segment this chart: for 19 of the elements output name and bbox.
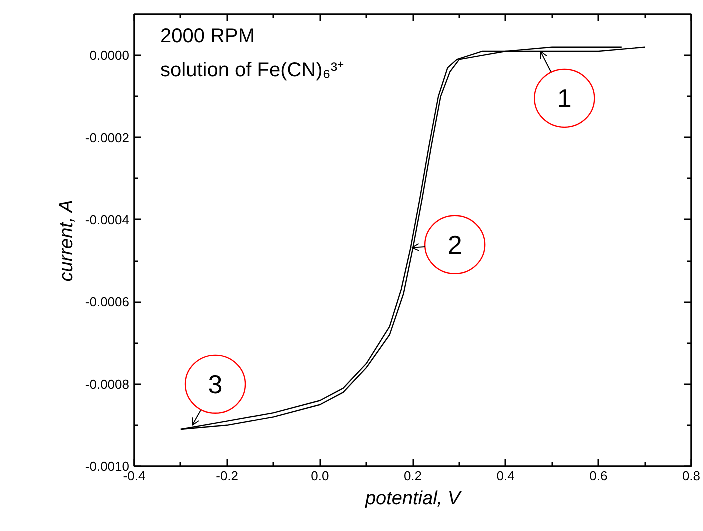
- y-tick-label: -0.0004: [85, 212, 130, 228]
- annotation: 1: [557, 83, 572, 114]
- y-tick-label: -0.0010: [85, 459, 130, 474]
- x-tick-label: 0.2: [404, 468, 422, 484]
- y-tick-label: -0.0008: [85, 376, 130, 392]
- annotation: 2000 RPM: [160, 26, 255, 48]
- y-tick-label: -0.0002: [85, 130, 130, 146]
- y-axis-title: current, A: [56, 200, 78, 282]
- x-tick-label: 0.8: [682, 468, 701, 484]
- y-tick-label: -0.0006: [85, 294, 130, 310]
- y-tick-label: 0.0000: [90, 48, 130, 64]
- x-tick-label: -0.2: [216, 468, 239, 484]
- x-tick-label: 0.0: [311, 468, 330, 484]
- x-axis-title: potential, V: [364, 488, 463, 510]
- x-tick-label: 0.6: [590, 468, 608, 484]
- x-tick-label: 0.4: [496, 468, 515, 484]
- annotation: 3: [208, 369, 223, 400]
- annotation: solution of Fe(CN)₆³⁺: [160, 60, 345, 82]
- annotation: 2: [448, 230, 462, 260]
